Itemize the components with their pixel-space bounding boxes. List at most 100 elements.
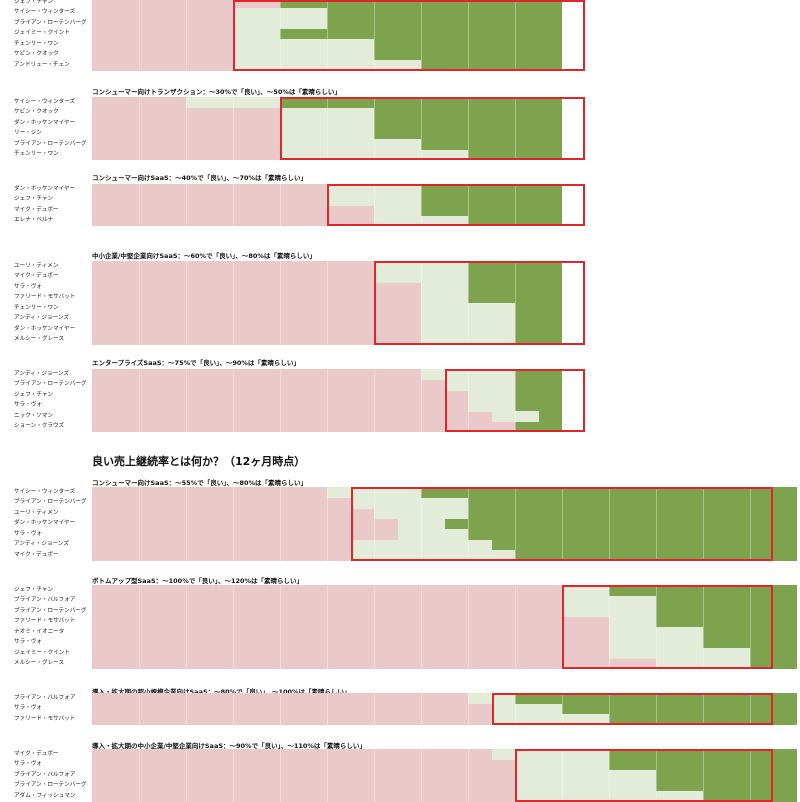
column-divider — [656, 693, 657, 725]
good-band — [233, 28, 280, 40]
row-label: ブライアン・ローテンバーグ — [14, 140, 87, 147]
row-label: ジェフ・チャン — [14, 0, 54, 5]
column-divider — [750, 487, 751, 561]
good-band — [350, 497, 468, 509]
chart-title: 中小企業/中堅企業向けSaaS：～60%で「良い」、～80%は「素晴らしい」 — [92, 252, 316, 260]
column-divider — [186, 487, 187, 561]
row-label: サラ・ヴォ — [14, 705, 42, 711]
column-divider — [233, 693, 234, 725]
column-divider — [656, 585, 657, 669]
column-divider — [139, 369, 140, 432]
good-band — [468, 400, 515, 412]
good-band — [233, 7, 327, 19]
row-label: アダム・フィッシュマン — [14, 792, 76, 799]
row-label: ダン・ホッケンマイヤー — [14, 520, 76, 526]
good-band — [280, 149, 468, 160]
row-label: マイク・デュボー — [14, 750, 59, 757]
row-label: ファリード・モサバット — [14, 715, 76, 722]
good-band — [327, 487, 421, 498]
great-band — [656, 595, 797, 607]
row-label: ファリード・モサバット — [14, 618, 76, 624]
great-band — [468, 292, 562, 304]
benchmark-box — [233, 0, 585, 71]
good-band — [609, 637, 703, 649]
column-divider — [186, 0, 187, 71]
good-band — [233, 18, 327, 29]
heatmap-grid — [92, 585, 797, 669]
row-label: サラ・ヴォ — [14, 283, 42, 290]
chart-title: 導入・拡大期の中小企業/中堅企業向けSaaS：～90%で「良い」、～110%は「… — [92, 742, 366, 750]
row-label: ケビン・クオック — [14, 109, 59, 115]
good-band — [491, 703, 562, 715]
column-divider — [656, 487, 657, 561]
row-label: ブライアン・バルフォア — [14, 597, 76, 603]
great-band — [515, 421, 562, 432]
great-band — [374, 128, 562, 140]
great-band — [468, 529, 797, 540]
row-label: ケビン・クオック — [14, 51, 59, 57]
great-band — [609, 759, 797, 771]
row-label: ショーン・クラウズ — [14, 423, 65, 429]
column-divider — [374, 487, 375, 561]
great-band — [515, 390, 562, 401]
great-band — [374, 49, 562, 61]
great-band — [280, 0, 562, 8]
row-label: エレナ・ベルナ — [14, 217, 54, 223]
good-band — [609, 648, 750, 659]
good-band — [421, 324, 515, 335]
great-band — [703, 791, 797, 802]
column-divider — [421, 487, 422, 561]
heatmap-grid — [92, 487, 797, 561]
column-divider — [233, 369, 234, 432]
good-band — [421, 334, 515, 345]
row-label: ブライアン・ローテンバーグ — [14, 607, 87, 614]
good-band — [374, 261, 468, 272]
column-divider — [139, 184, 140, 226]
great-band — [468, 271, 562, 283]
column-divider — [421, 0, 422, 71]
great-band — [280, 97, 562, 108]
good-band — [515, 759, 609, 771]
great-band — [468, 261, 562, 272]
row-label: ブライアン・ローテンバーグ — [14, 19, 87, 26]
chart-title: 導入・拡大期の超小規模企業向けSaaS：～80%で「良い」、～100%は「素晴ら… — [92, 688, 351, 696]
column-divider — [703, 749, 704, 802]
good-band — [515, 770, 656, 781]
benchmark-box — [350, 487, 773, 561]
row-label: ニック・ソマン — [14, 412, 54, 419]
row-label: ジェフ・チャン — [14, 586, 54, 593]
great-band — [421, 205, 562, 216]
column-divider — [186, 184, 187, 226]
column-divider — [186, 749, 187, 802]
column-divider — [186, 97, 187, 160]
great-band — [327, 18, 562, 29]
column-divider — [233, 749, 234, 802]
column-divider — [515, 97, 516, 160]
column-divider — [750, 693, 751, 725]
good-band — [491, 714, 609, 725]
great-band — [515, 693, 797, 704]
column-divider — [750, 749, 751, 802]
column-divider — [139, 261, 140, 345]
column-divider — [468, 693, 469, 725]
benchmark-box — [374, 261, 585, 345]
column-divider — [609, 487, 610, 561]
great-band — [327, 7, 562, 19]
great-band — [491, 539, 797, 551]
column-divider — [280, 0, 281, 71]
row-label: ダン・ホッケンマイヤー — [14, 185, 76, 192]
row-label: サラ・ヴォ — [14, 639, 42, 645]
chart-title: ボトムアップ型SaaS：～100%で「良い」、～120%は「素晴らしい」 — [92, 577, 304, 585]
column-divider — [374, 369, 375, 432]
row-label: ブライアン・ローテンバーグ — [14, 499, 87, 505]
great-band — [515, 369, 562, 380]
column-divider — [468, 369, 469, 432]
chart-title: エンタープライズSaaS：～75%で「良い」、～90%は「素晴らしい」 — [92, 359, 300, 367]
column-divider — [280, 261, 281, 345]
good-band — [374, 215, 468, 226]
good-band — [233, 60, 421, 71]
heatmap-grid — [92, 693, 797, 725]
heatmap-grid — [92, 97, 562, 160]
column-divider — [703, 585, 704, 669]
column-divider — [468, 97, 469, 160]
